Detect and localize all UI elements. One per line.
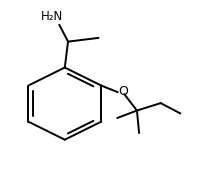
Text: O: O: [118, 85, 128, 98]
Text: H₂N: H₂N: [41, 10, 63, 23]
